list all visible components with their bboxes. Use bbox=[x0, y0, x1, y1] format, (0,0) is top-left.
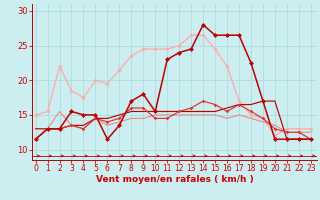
X-axis label: Vent moyen/en rafales ( km/h ): Vent moyen/en rafales ( km/h ) bbox=[96, 175, 253, 184]
